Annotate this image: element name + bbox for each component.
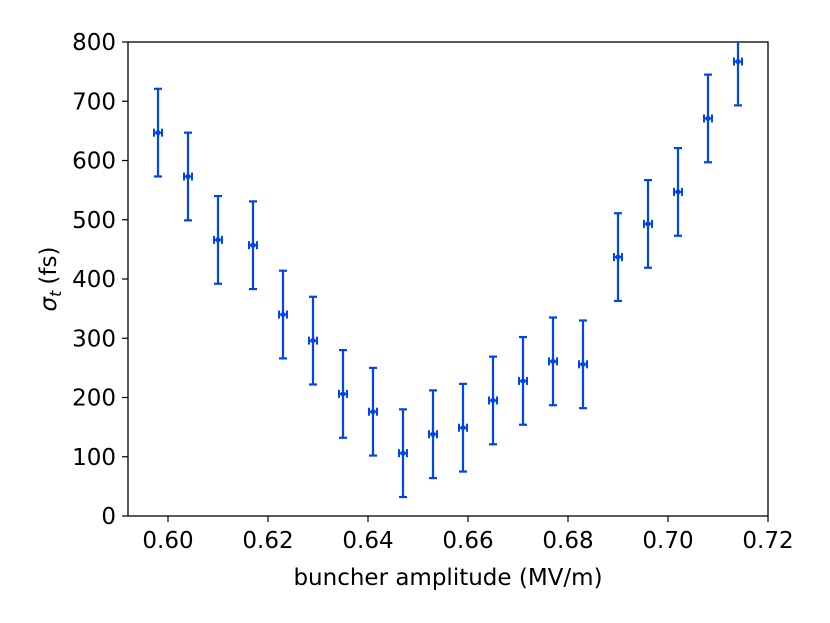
data-point-group [643, 178, 653, 269]
data-point-group [458, 382, 468, 473]
data-point [370, 409, 376, 415]
y-tick-label: 700 [72, 89, 116, 115]
data-point [675, 189, 681, 195]
x-tick-label: 0.72 [742, 528, 793, 554]
x-axis-label: buncher amplitude (MV/m) [293, 565, 602, 591]
data-point [460, 425, 466, 431]
data-point [580, 361, 586, 367]
x-tick-label: 0.66 [442, 528, 493, 554]
data-point-group [733, 42, 743, 107]
data-point [185, 173, 191, 180]
data-point-group [183, 131, 193, 222]
data-point [705, 115, 711, 122]
data-point-group [578, 319, 588, 410]
y-tick-label: 400 [72, 267, 116, 293]
data-point [430, 431, 436, 437]
data-point [155, 130, 161, 136]
y-axis-label-unit: (fs) [36, 247, 62, 285]
data-point [645, 221, 651, 227]
plot-area [127, 41, 769, 517]
data-point [310, 338, 316, 344]
y-axis-label: σt (fs) [36, 247, 65, 312]
data-point [490, 397, 496, 404]
y-axis-label-subscript: t [46, 290, 65, 297]
data-point-group [488, 355, 498, 446]
y-tick-label: 800 [72, 30, 116, 56]
data-point [550, 358, 556, 364]
y-tick-label: 200 [72, 386, 116, 412]
x-axis-ticks: 0.60 0.62 0.64 0.66 0.68 0.70 0.72 [142, 516, 794, 554]
y-tick-label: 0 [101, 504, 116, 530]
data-point [735, 58, 741, 65]
data-point-group [338, 349, 348, 439]
x-tick-label: 0.64 [342, 528, 393, 554]
data-point-group [673, 146, 683, 237]
y-axis-ticks: 0 100 200 300 400 500 600 700 800 [72, 30, 128, 530]
data-point-group [308, 295, 318, 386]
data-series [153, 42, 743, 499]
data-point [400, 450, 406, 456]
data-point [340, 391, 346, 397]
data-point-group [398, 408, 408, 499]
data-point-group [518, 335, 528, 426]
y-tick-label: 100 [72, 445, 116, 471]
x-tick-label: 0.62 [242, 528, 293, 554]
y-tick-label: 600 [72, 149, 116, 175]
y-tick-label: 500 [72, 208, 116, 234]
data-point [520, 378, 526, 384]
data-point [280, 311, 286, 318]
data-point [615, 254, 621, 260]
data-point-group [368, 366, 378, 457]
data-point-group [613, 212, 623, 303]
data-point [250, 242, 256, 248]
data-point-group [548, 316, 558, 407]
x-tick-label: 0.68 [542, 528, 593, 554]
x-tick-label: 0.70 [642, 528, 693, 554]
data-point-group [248, 200, 258, 291]
y-axis-label-symbol: σ [36, 295, 62, 311]
data-point-group [428, 389, 438, 480]
data-point-group [278, 269, 288, 360]
data-point-group [703, 73, 713, 164]
data-point-group [213, 194, 223, 285]
x-tick-label: 0.60 [142, 528, 193, 554]
data-point-group [153, 87, 163, 178]
data-point [215, 237, 221, 243]
y-tick-label: 300 [72, 326, 116, 352]
